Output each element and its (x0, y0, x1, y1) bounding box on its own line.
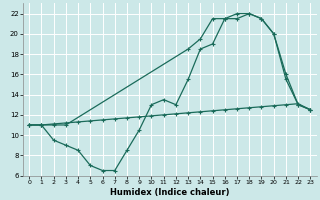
X-axis label: Humidex (Indice chaleur): Humidex (Indice chaleur) (110, 188, 229, 197)
